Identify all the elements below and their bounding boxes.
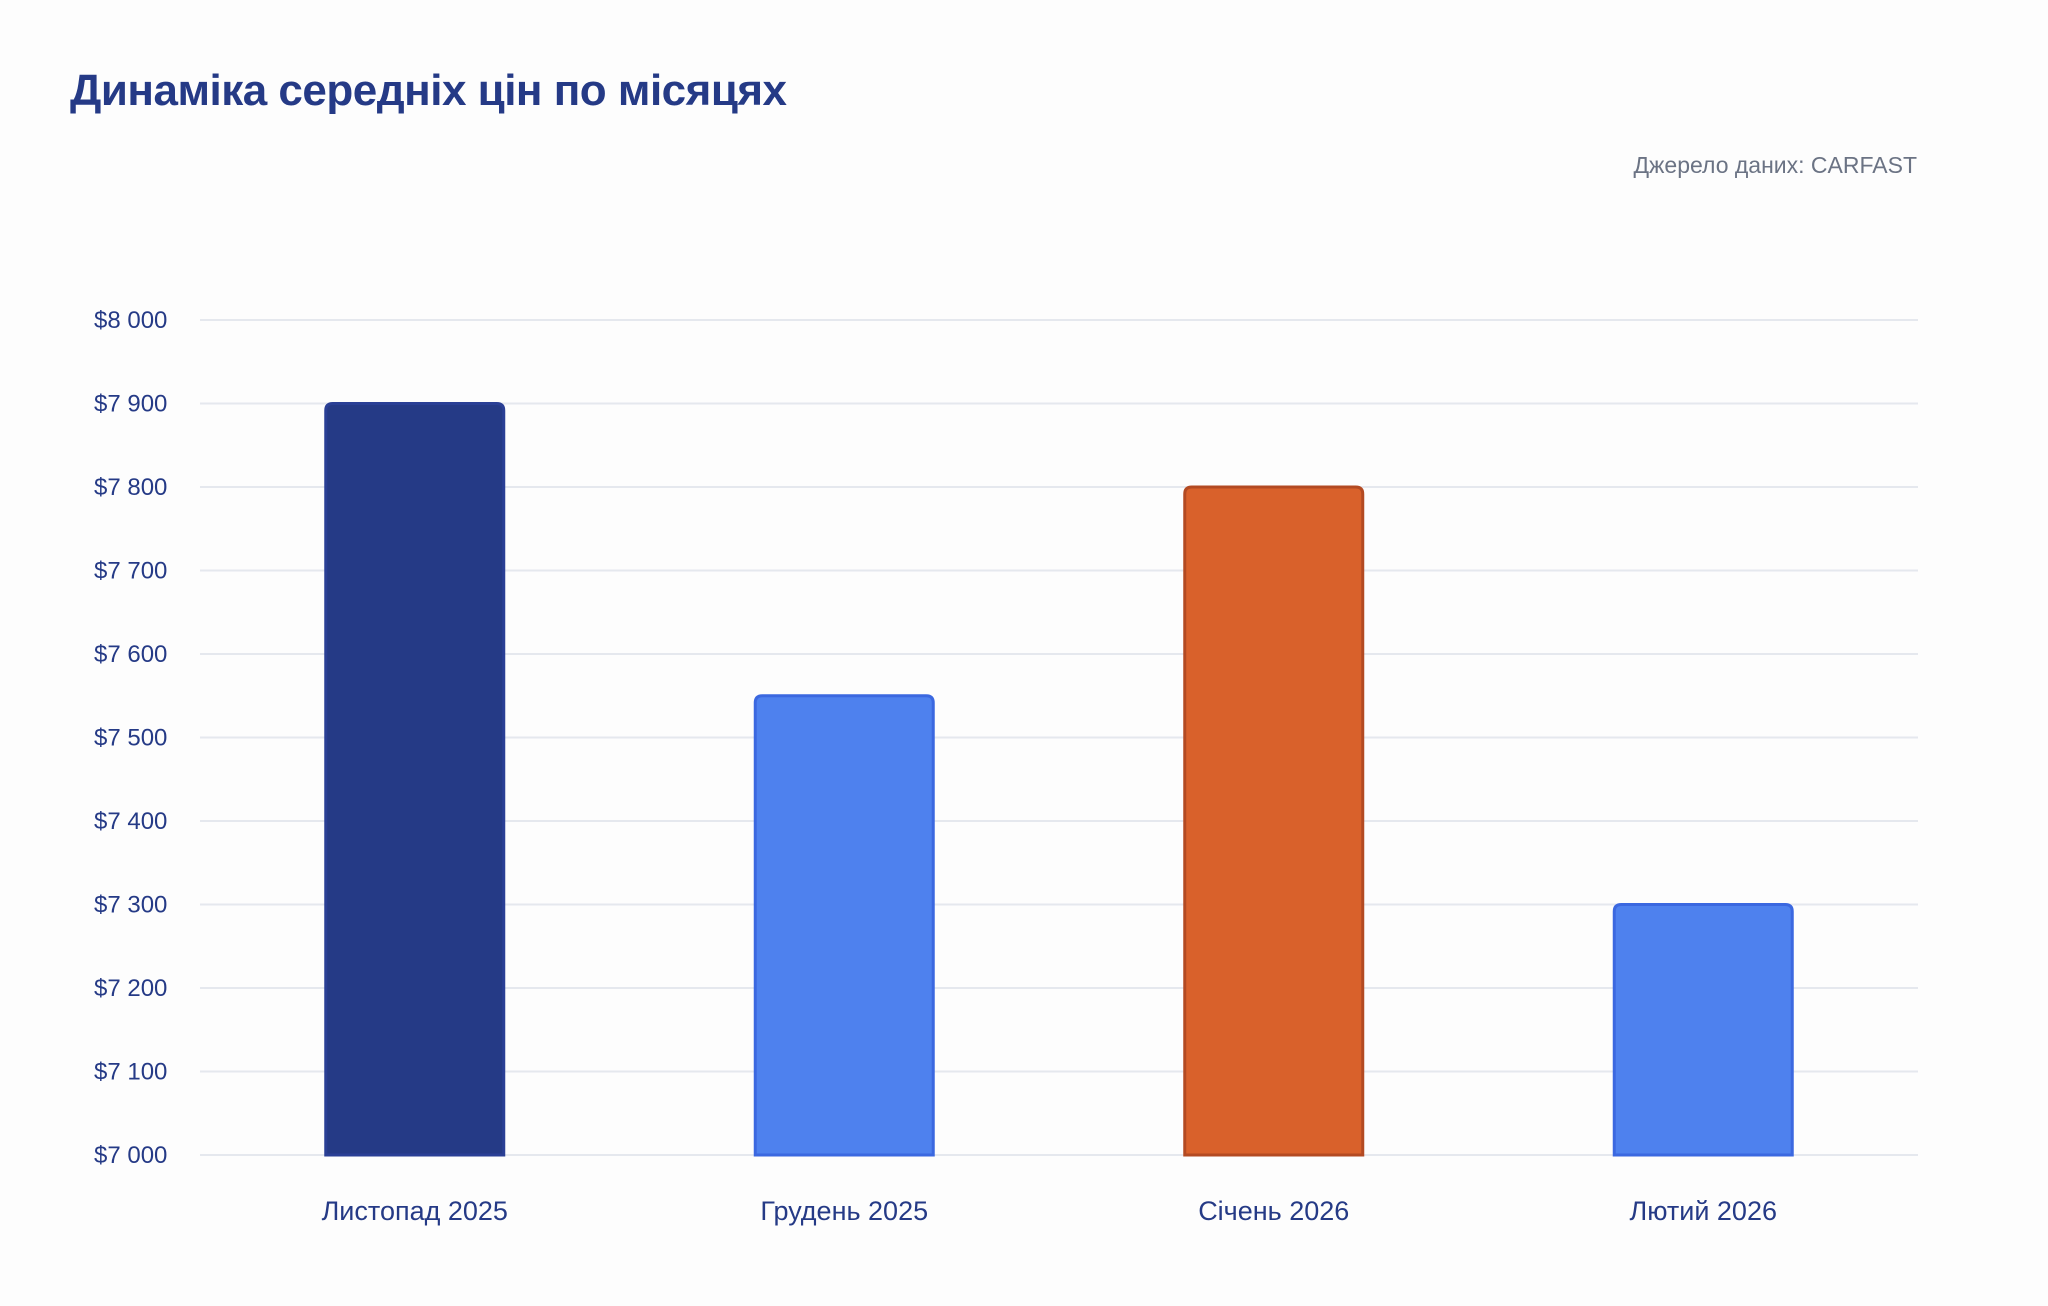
y-tick-label: $7 200	[94, 975, 167, 1002]
bar-1	[324, 402, 506, 1157]
x-tick-label: Грудень 2025	[760, 1196, 928, 1226]
y-tick-label: $7 100	[94, 1059, 167, 1086]
x-tick-label: Листопад 2025	[322, 1196, 508, 1226]
y-tick-label: $8 000	[94, 307, 167, 334]
y-tick-label: $7 000	[94, 1142, 167, 1169]
y-tick-label: $7 500	[94, 725, 167, 752]
x-tick-label: Лютий 2026	[1630, 1196, 1777, 1226]
x-tick-label: Січень 2026	[1198, 1196, 1349, 1226]
y-tick-label: $7 700	[94, 558, 167, 585]
chart-title: Динаміка середніх цін по місяцях	[70, 66, 787, 115]
x-axis-tick-labels: Листопад 2025 Грудень 2025 Січень 2026 Люти…	[322, 1196, 1777, 1226]
y-tick-label: $7 800	[94, 474, 167, 501]
bars	[324, 402, 1794, 1157]
y-axis-tick-labels: $7 000 $7 100 $7 200 $7 300 $7 400 $7 500 $7 6…	[94, 307, 167, 1169]
bar-4	[1612, 903, 1794, 1157]
bar-3	[1183, 485, 1365, 1157]
y-tick-label: $7 300	[94, 892, 167, 919]
y-tick-label: $7 600	[94, 641, 167, 668]
bar-2	[753, 694, 935, 1157]
y-tick-label: $7 400	[94, 808, 167, 835]
y-tick-label: $7 900	[94, 391, 167, 418]
data-source-note: Джерело даних: CARFAST	[1633, 152, 1917, 178]
